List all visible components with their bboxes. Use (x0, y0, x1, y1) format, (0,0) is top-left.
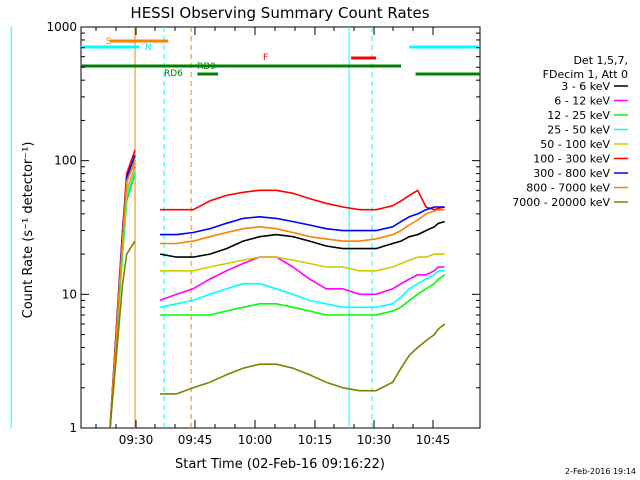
legend-label-0: 3 - 6 keV (561, 80, 610, 93)
annotation-rd9: RD9 (197, 62, 216, 72)
annotation-n: N (145, 43, 152, 53)
y-tick-label-2: 100 (54, 154, 77, 168)
series-line-6 (109, 154, 445, 429)
legend-header-0: Det 1,5,7, (573, 54, 628, 67)
y-tick-label-0: 1 (69, 421, 77, 435)
annotation-f: F (263, 53, 268, 63)
legend-label-2: 12 - 25 keV (547, 109, 610, 122)
footer-timestamp: 2-Feb-2016 19:14 (565, 467, 636, 476)
series-line-1 (109, 166, 445, 429)
flag-bars: S N F RD9 RD6 (81, 37, 480, 79)
y-axis: 1 10 100 1000 (46, 20, 480, 435)
legend-label-3: 25 - 50 keV (547, 124, 610, 137)
legend-label-6: 300 - 800 keV (533, 167, 610, 180)
annotation-s: S (106, 37, 112, 47)
legend-label-7: 800 - 7000 keV (526, 182, 610, 195)
vertical-markers (10, 27, 373, 428)
series-line-7 (109, 160, 445, 429)
legend-label-5: 100 - 300 keV (533, 153, 610, 166)
legend-label-4: 50 - 100 keV (540, 138, 610, 151)
legend-label-1: 6 - 12 keV (554, 95, 610, 108)
y-tick-label-1: 10 (62, 287, 77, 301)
series-line-4 (109, 167, 445, 429)
x-tick-label-2: 10:00 (238, 433, 273, 447)
x-tick-label-3: 10:15 (298, 433, 333, 447)
y-axis-label: Count Rate (s⁻¹ detector⁻¹) (21, 142, 36, 319)
chart-title: HESSI Observing Summary Count Rates (130, 4, 429, 22)
plot-frame (80, 26, 481, 429)
series-line-3 (109, 169, 445, 429)
x-tick-label-1: 09:45 (178, 433, 213, 447)
annotation-rd6: RD6 (164, 69, 183, 79)
x-tick-label-4: 10:30 (357, 433, 392, 447)
legend-header-1: FDecim 1, Att 0 (543, 68, 628, 81)
x-tick-label-5: 10:45 (416, 433, 451, 447)
series-lines (109, 149, 446, 429)
series-line-8 (109, 240, 446, 429)
legend-label-8: 7000 - 20000 keV (512, 196, 610, 209)
x-tick-label-0: 09:30 (119, 433, 154, 447)
series-line-0 (109, 160, 445, 429)
legend: Det 1,5,7,FDecim 1, Att 03 - 6 keV 6 - 12… (512, 54, 628, 209)
y-tick-label-3: 1000 (46, 20, 77, 34)
x-axis-label: Start Time (02-Feb-16 09:16:22) (175, 457, 385, 472)
x-axis: 09:30 09:45 10:00 10:15 10:30 10:45 (95, 27, 451, 447)
